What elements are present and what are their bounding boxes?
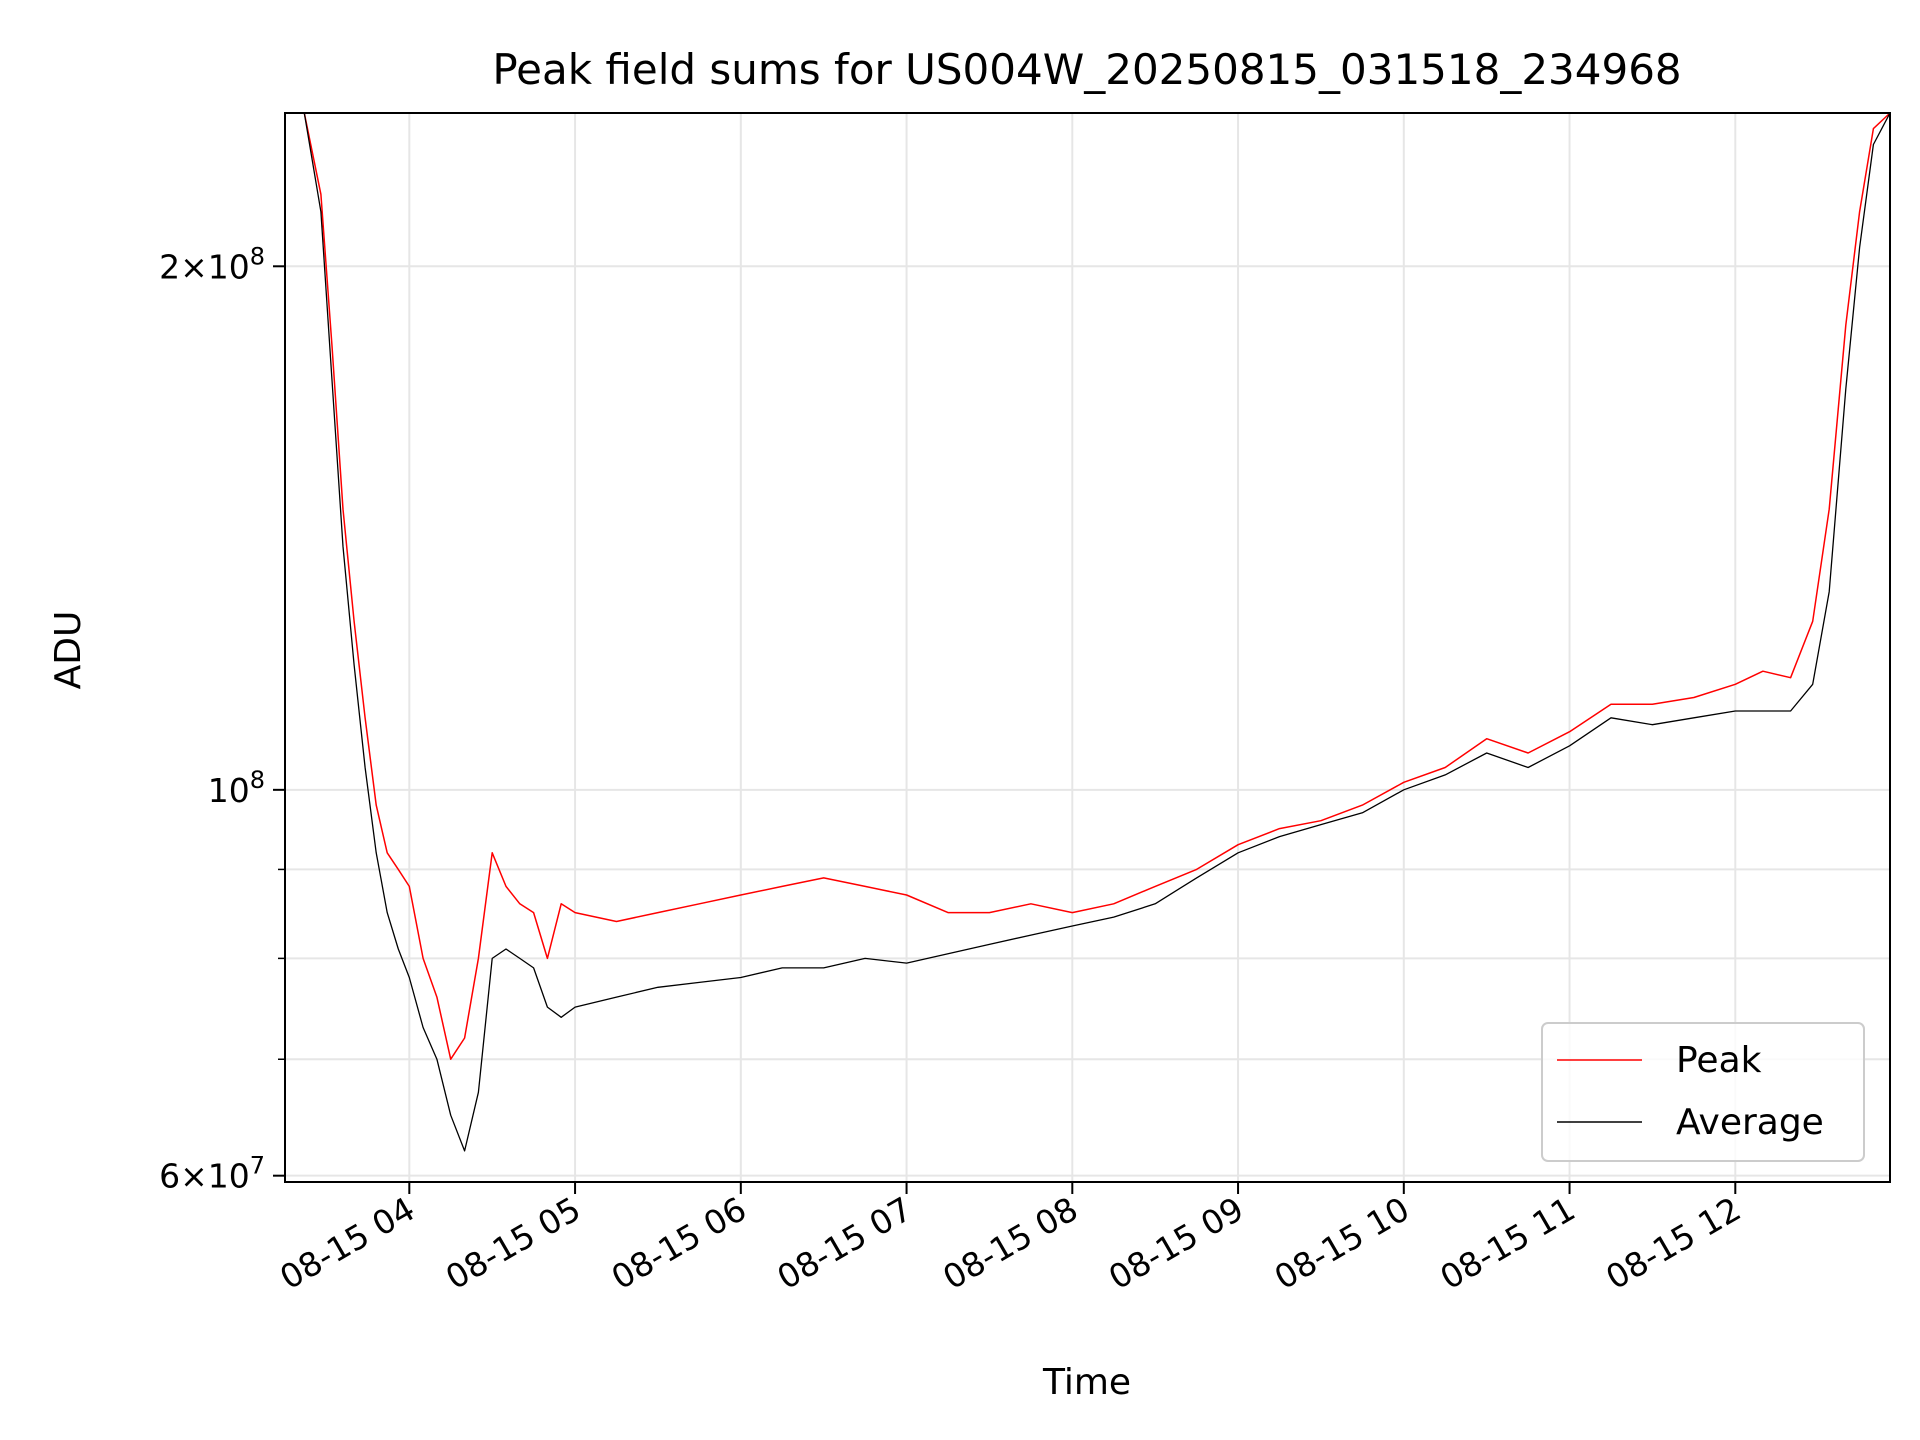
x-axis-label: Time [1042,1362,1131,1403]
y-axis-label: ADU [48,611,89,690]
plot-series [285,112,1891,1152]
chart-title: Peak field sums for US004W_20250815_0315… [492,45,1681,94]
series-line-average [285,112,1891,1152]
series-line-peak [285,112,1891,1060]
plot-frame [284,112,1891,1183]
y-tick-label: 6×107 [159,1152,265,1196]
y-tick-label: 108 [208,766,265,810]
legend-box [1541,1022,1865,1162]
legend-label-peak: Peak [1676,1040,1762,1081]
y-tick-label: 2×108 [159,242,265,286]
legend: Peak Average [1541,1022,1865,1162]
legend-label-average: Average [1676,1102,1824,1143]
grid [285,113,1890,1182]
